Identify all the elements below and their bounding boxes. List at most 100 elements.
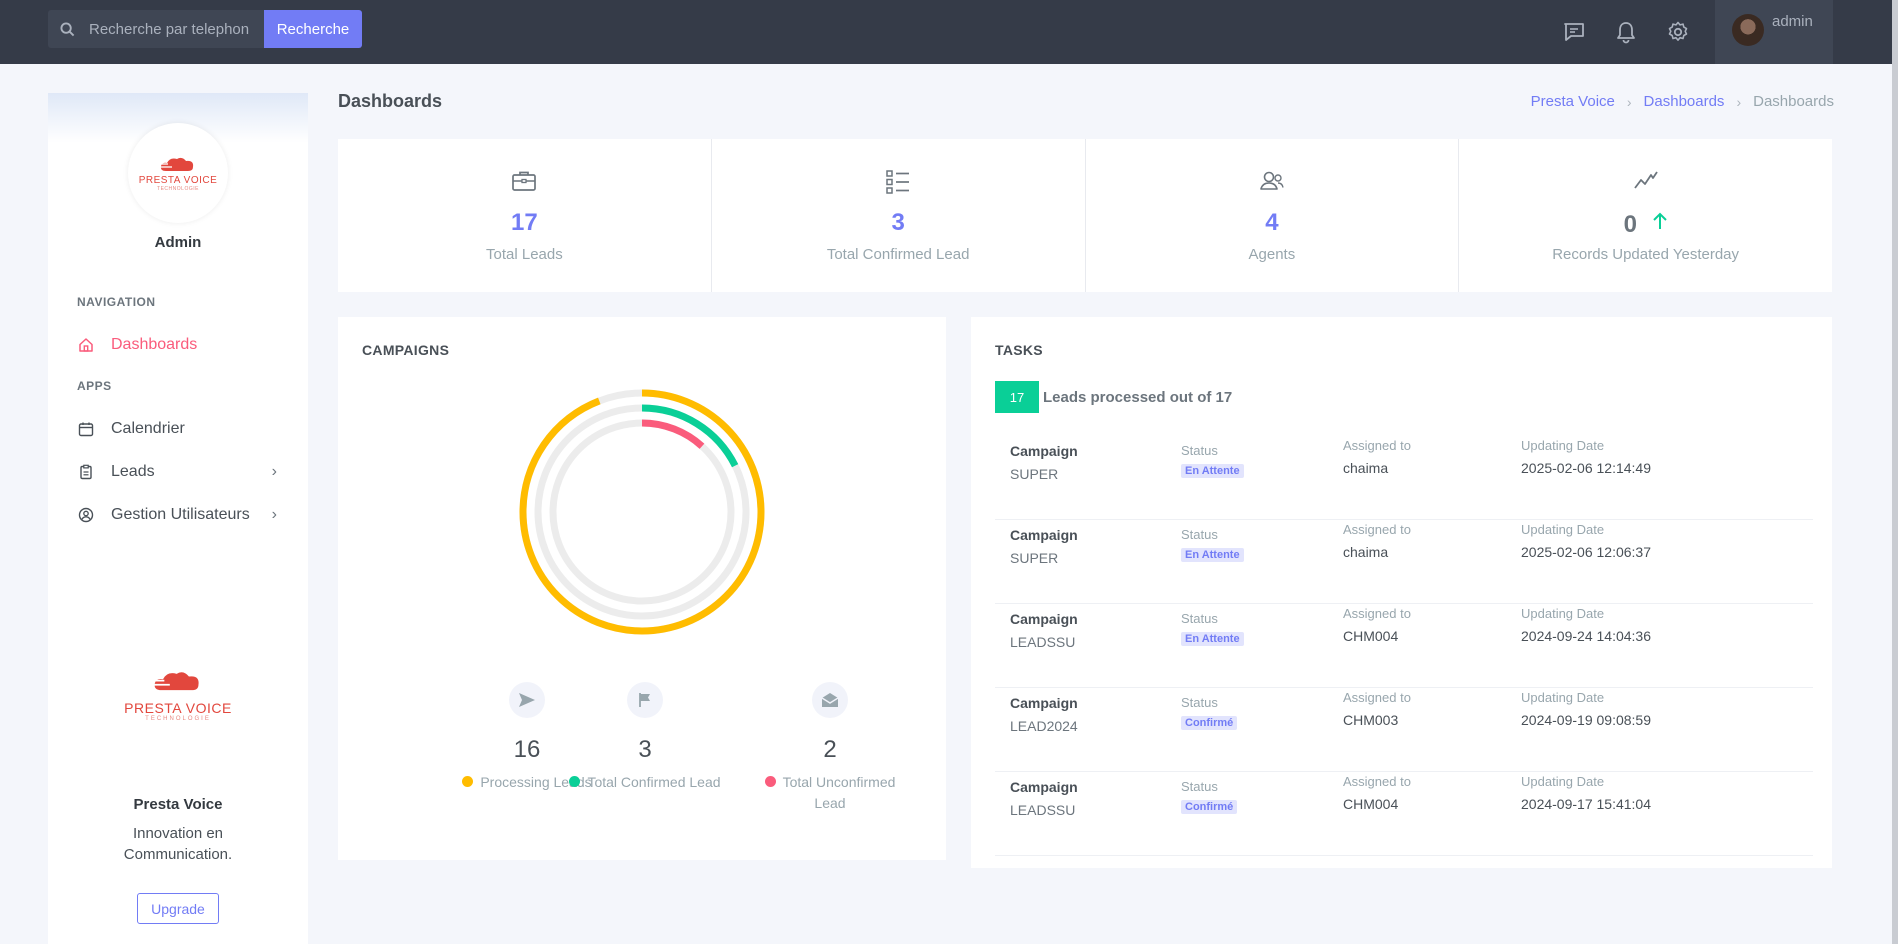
status-badge: En Attente [1181, 632, 1244, 646]
task-campaign-value: LEAD2024 [1010, 718, 1078, 734]
status-badge: Confirmé [1181, 800, 1238, 814]
task-assigned-cell: Assigned to chaima [1343, 522, 1411, 560]
status-badge: En Attente [1181, 464, 1244, 478]
task-date-value: 2024-09-24 14:04:36 [1521, 628, 1651, 644]
sidebar-item-gestion-utilisateurs[interactable]: Gestion Utilisateurs › [77, 503, 277, 527]
stat-value-row: 0 [1459, 209, 1832, 239]
user-menu[interactable]: admin [1715, 0, 1833, 64]
breadcrumb-link[interactable]: Presta Voice [1530, 93, 1615, 110]
campaigns-radial-chart [519, 389, 765, 635]
task-assigned-value: chaima [1343, 544, 1389, 560]
task-assigned-label: Assigned to [1343, 522, 1411, 537]
logo-text: PRESTA VOICE [138, 174, 218, 186]
legend-label: Total Confirmed Lead [555, 772, 735, 793]
legend-dot [764, 776, 776, 787]
task-campaign-cell: Campaign LEAD2024 [1010, 695, 1078, 734]
legend-total-confirmed-lead: 3 Total Confirmed Lead [555, 682, 735, 793]
message-icon[interactable] [1560, 18, 1588, 46]
legend-dot [462, 776, 474, 787]
task-row[interactable]: Campaign SUPER Status En Attente Assigned to… [995, 520, 1813, 604]
chevron-right-icon: › [271, 506, 277, 523]
stat-value: 4 [1265, 209, 1279, 236]
task-date-label: Updating Date [1521, 774, 1605, 789]
legend-processing-leads: 16 Processing Leads [447, 682, 607, 793]
task-status-label: Status [1181, 611, 1218, 626]
stat-value: 0 [1623, 211, 1637, 238]
task-campaign-value: LEADSSU [1010, 802, 1076, 818]
upgrade-button[interactable]: Upgrade [137, 893, 219, 924]
task-campaign-label: Campaign [1010, 443, 1078, 459]
task-status-cell: Status En Attente [1181, 527, 1244, 562]
list-icon [712, 169, 1085, 195]
task-date-label: Updating Date [1521, 522, 1605, 537]
task-row[interactable]: Campaign LEADSSU Status En Attente Assigned … [995, 604, 1813, 688]
sidebar-item-label: Calendrier [111, 420, 185, 437]
sidebar-item-leads[interactable]: Leads › [77, 460, 277, 484]
profile-logo: PRESTA VOICE TECHNOLOGIE [128, 123, 228, 223]
search-icon [60, 21, 75, 36]
tasks-count-badge: 17 [995, 381, 1039, 413]
gear-icon[interactable] [1664, 18, 1692, 46]
chart-series-arc [549, 419, 735, 605]
task-date-label: Updating Date [1521, 438, 1605, 453]
task-assigned-value: CHM004 [1343, 796, 1399, 812]
stat-card-total-leads: 17 Total Leads [338, 139, 712, 292]
task-date-value: 2024-09-19 09:08:59 [1521, 712, 1651, 728]
sidebar-item-dashboards[interactable]: Dashboards [77, 333, 277, 357]
sidebar: PRESTA VOICE TECHNOLOGIE Admin NAVIGATIO… [48, 93, 308, 944]
chart-series-arc [534, 404, 750, 620]
task-campaign-cell: Campaign SUPER [1010, 527, 1078, 566]
task-assigned-label: Assigned to [1343, 438, 1411, 453]
task-campaign-value: SUPER [1010, 466, 1059, 482]
mail-open-icon [812, 682, 848, 718]
task-status-cell: Status Confirmé [1181, 779, 1238, 814]
task-assigned-label: Assigned to [1343, 606, 1411, 621]
sidebar-item-label: Leads [111, 463, 155, 480]
brand-name: Presta Voice [133, 796, 223, 813]
scrollbar[interactable] [1892, 0, 1898, 944]
search-button[interactable]: Recherche [264, 10, 362, 48]
user-name: admin [1772, 13, 1813, 30]
sidebar-item-label: Dashboards [111, 336, 198, 353]
apps-section-title: APPS [77, 379, 112, 393]
task-campaign-value: SUPER [1010, 550, 1059, 566]
search-input[interactable] [89, 20, 249, 38]
task-status-cell: Status En Attente [1181, 611, 1244, 646]
task-date-label: Updating Date [1521, 690, 1605, 705]
status-badge: En Attente [1181, 548, 1244, 562]
task-row[interactable]: Campaign SUPER Status En Attente Assigned to… [995, 436, 1813, 520]
chevron-right-icon: › [1736, 93, 1742, 110]
chart-track [549, 419, 735, 605]
task-row[interactable]: Campaign LEAD2024 Status Confirmé Assigned t… [995, 688, 1813, 772]
legend-value: 2 [823, 736, 837, 763]
stat-card-records-updated: 0 Records Updated Yesterday [1459, 139, 1832, 292]
sidebar-item-calendrier[interactable]: Calendrier [77, 417, 277, 441]
task-date-cell: Updating Date 2024-09-19 09:08:59 [1521, 690, 1651, 728]
task-date-label: Updating Date [1521, 606, 1605, 621]
task-row[interactable]: Campaign LEADSSU Status Confirmé Assigned to… [995, 772, 1813, 856]
task-assigned-cell: Assigned to chaima [1343, 438, 1411, 476]
profile-name: Admin [154, 234, 202, 251]
task-date-value: 2025-02-06 12:06:37 [1521, 544, 1651, 560]
task-date-cell: Updating Date 2024-09-17 15:41:04 [1521, 774, 1651, 812]
breadcrumb-current: Dashboards [1753, 93, 1834, 110]
legend-value: 16 [513, 736, 541, 763]
stat-label: Agents [1248, 246, 1296, 263]
bell-icon[interactable] [1612, 18, 1640, 46]
cloud-logo-icon [156, 157, 194, 171]
task-campaign-cell: Campaign SUPER [1010, 443, 1078, 482]
task-campaign-label: Campaign [1010, 527, 1078, 543]
breadcrumb-link[interactable]: Dashboards [1643, 93, 1725, 110]
flag-icon [627, 682, 663, 718]
avatar [1732, 14, 1764, 46]
send-icon [509, 682, 545, 718]
sidebar-item-label: Gestion Utilisateurs [111, 506, 250, 523]
status-badge: Confirmé [1181, 716, 1238, 730]
logo-subtext: TECHNOLOGIE [145, 716, 211, 722]
page-title: Dashboards [338, 91, 443, 111]
logo-subtext: TECHNOLOGIE [157, 185, 199, 192]
task-campaign-label: Campaign [1010, 779, 1078, 795]
chevron-right-icon: › [1626, 93, 1632, 110]
task-date-value: 2025-02-06 12:14:49 [1521, 460, 1651, 476]
task-campaign-label: Campaign [1010, 611, 1078, 627]
